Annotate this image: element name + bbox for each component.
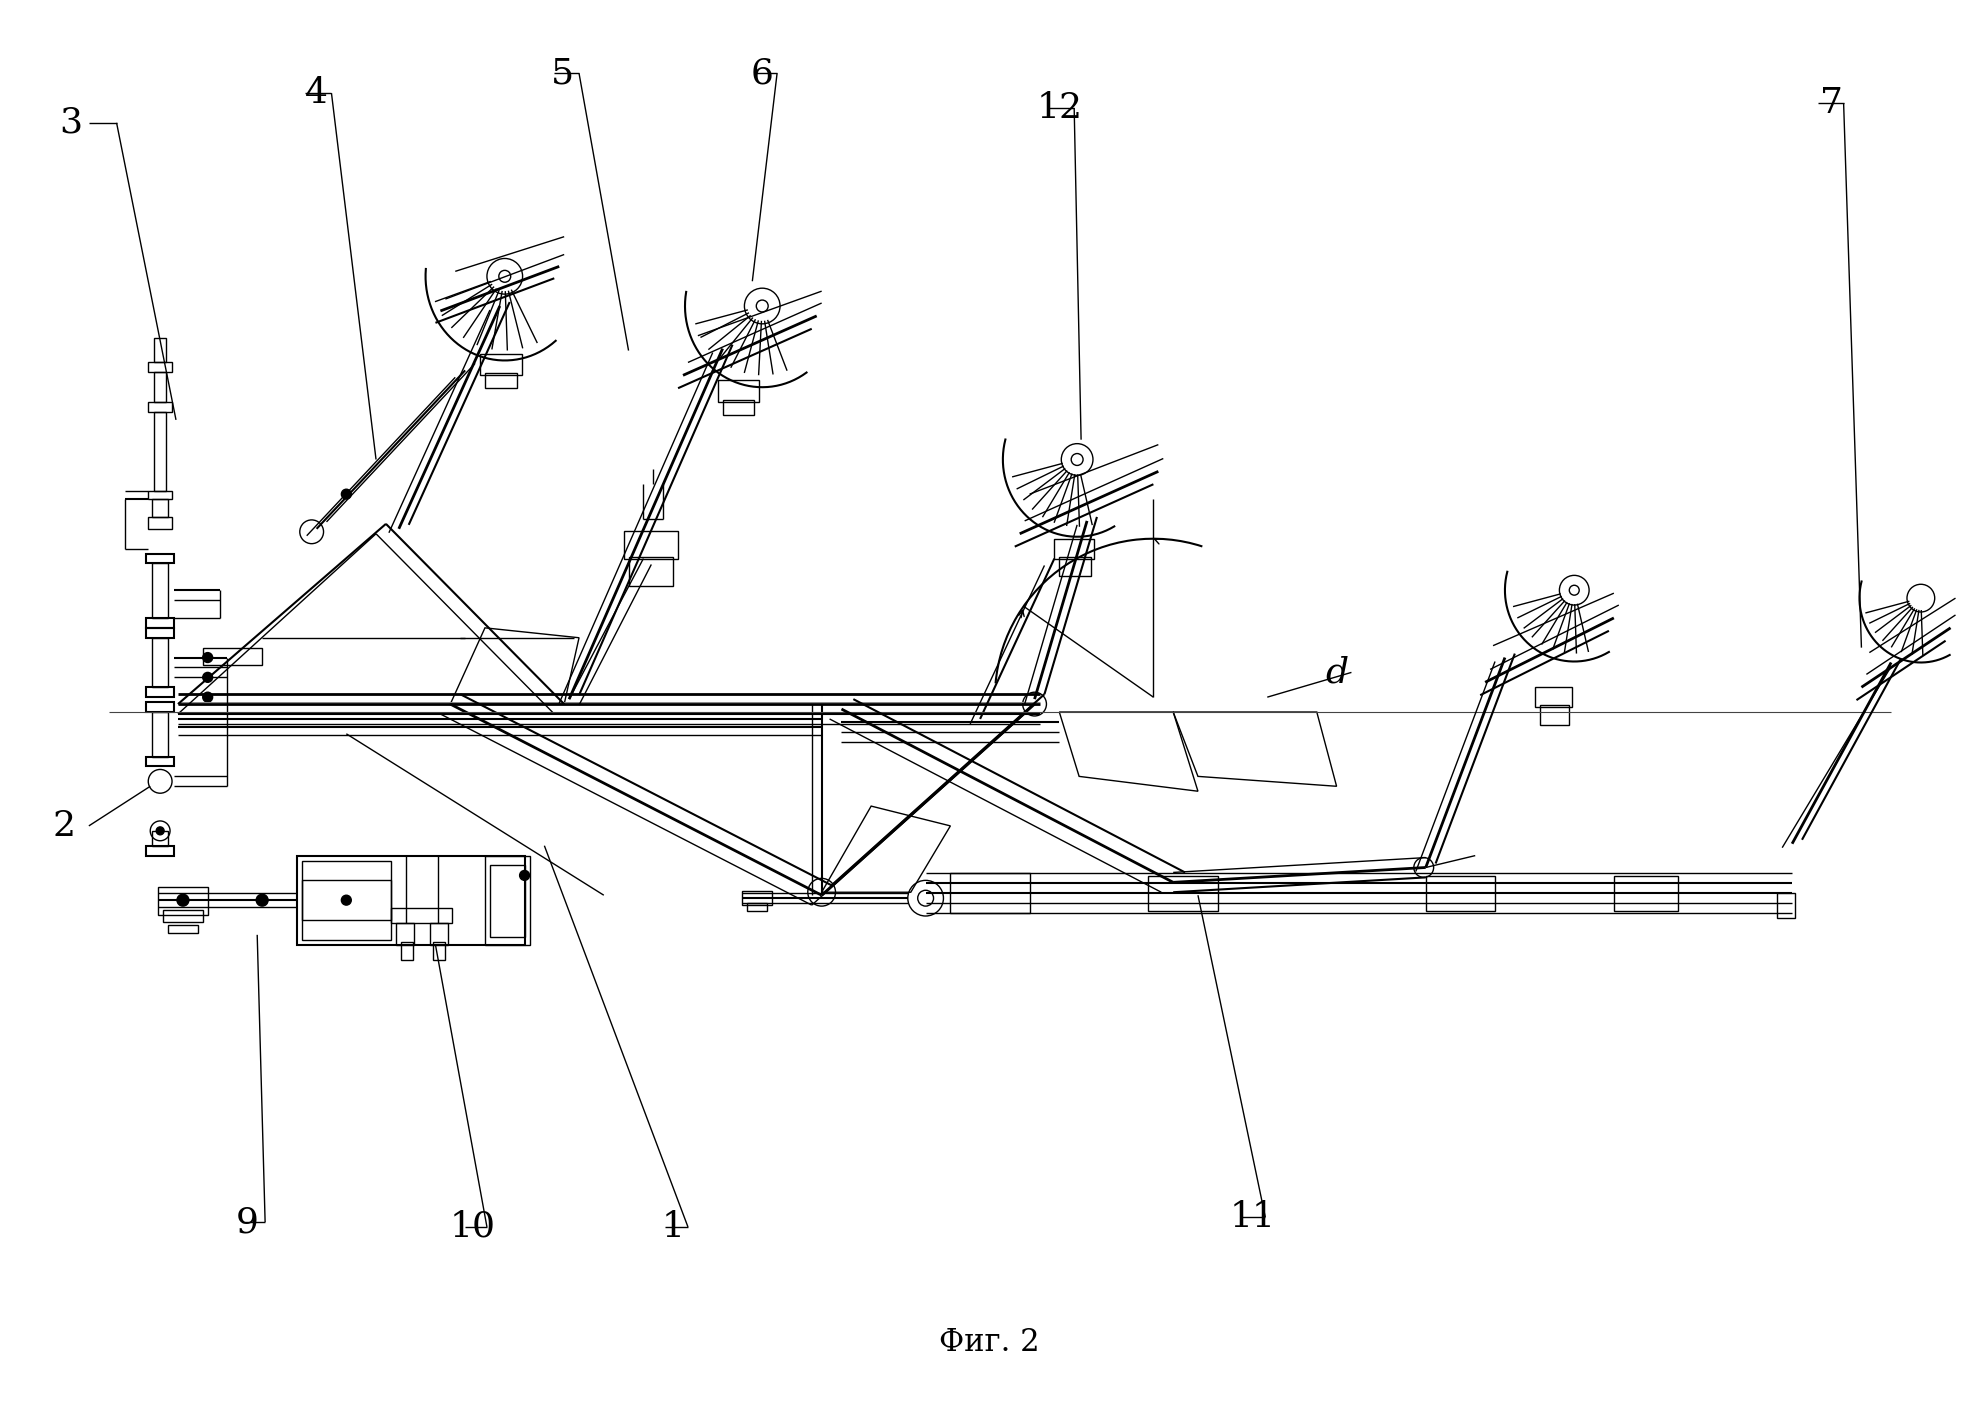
Bar xyxy=(202,648,261,665)
Circle shape xyxy=(520,870,530,880)
Bar xyxy=(152,831,168,846)
Bar xyxy=(485,374,517,388)
Bar xyxy=(146,846,174,856)
Bar xyxy=(431,923,449,945)
Bar xyxy=(1534,688,1571,706)
Bar xyxy=(433,942,445,959)
Bar xyxy=(146,628,174,638)
Bar xyxy=(297,856,524,945)
Text: 3: 3 xyxy=(59,106,83,140)
Bar xyxy=(1613,876,1678,910)
Bar xyxy=(148,362,172,372)
Bar xyxy=(146,618,174,628)
Circle shape xyxy=(176,895,188,906)
Bar xyxy=(148,517,172,529)
Bar xyxy=(152,638,168,688)
Bar xyxy=(722,400,754,415)
Bar xyxy=(158,888,208,915)
Bar xyxy=(154,412,166,491)
Circle shape xyxy=(202,672,212,682)
Bar xyxy=(301,880,392,920)
Bar xyxy=(146,702,174,712)
Text: 9: 9 xyxy=(236,1204,259,1239)
Bar xyxy=(623,531,679,558)
Text: 5: 5 xyxy=(550,56,574,90)
Circle shape xyxy=(202,692,212,702)
Bar xyxy=(168,925,198,933)
Bar xyxy=(152,499,168,517)
Bar xyxy=(146,756,174,766)
Bar xyxy=(396,923,414,945)
Text: 1: 1 xyxy=(661,1210,685,1244)
Text: 4: 4 xyxy=(305,76,329,110)
Bar xyxy=(402,942,414,959)
Bar xyxy=(718,380,760,402)
Text: 11: 11 xyxy=(1229,1200,1274,1234)
Bar xyxy=(152,712,168,756)
Bar xyxy=(1540,705,1569,725)
Bar xyxy=(152,564,168,618)
Bar xyxy=(950,873,1029,913)
Text: 7: 7 xyxy=(1821,86,1842,120)
Bar xyxy=(162,910,202,922)
Circle shape xyxy=(340,895,352,905)
Bar xyxy=(154,372,166,402)
Text: d: d xyxy=(1326,655,1348,689)
Bar xyxy=(154,338,166,362)
Bar xyxy=(146,688,174,698)
Bar xyxy=(1777,893,1795,918)
Circle shape xyxy=(156,826,164,835)
Text: Фиг. 2: Фиг. 2 xyxy=(940,1327,1039,1359)
Bar xyxy=(742,892,772,905)
Text: 2: 2 xyxy=(53,809,75,843)
Text: 12: 12 xyxy=(1037,91,1083,126)
Bar xyxy=(491,865,524,936)
Bar xyxy=(1059,557,1090,577)
Bar xyxy=(1148,876,1217,910)
Bar xyxy=(148,402,172,412)
Text: 10: 10 xyxy=(449,1210,497,1244)
Bar xyxy=(1425,876,1494,910)
Bar xyxy=(485,856,530,945)
Bar xyxy=(1055,539,1094,558)
Bar xyxy=(146,554,174,564)
Text: 6: 6 xyxy=(750,56,774,90)
Bar xyxy=(392,908,453,923)
Bar xyxy=(629,557,673,586)
Bar xyxy=(301,860,392,940)
Bar xyxy=(748,903,768,910)
Bar xyxy=(148,491,172,499)
Bar xyxy=(481,354,522,375)
Circle shape xyxy=(340,489,352,499)
Circle shape xyxy=(255,895,267,906)
Circle shape xyxy=(202,652,212,662)
